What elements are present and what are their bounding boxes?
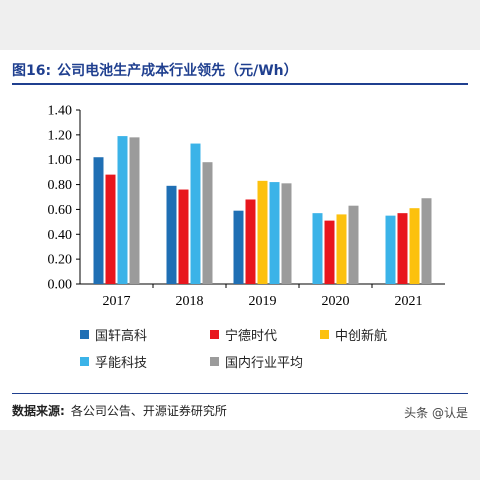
top-band (0, 0, 480, 50)
bar-2021-孚能科技 (385, 215, 396, 284)
bar-2017-宁德时代 (105, 174, 116, 284)
source-note: 数据来源: 各公司公告、开源证券研究所 (12, 402, 227, 419)
figure-panel: 图16: 公司电池生产成本行业领先（元/Wh） 0.00 0.20 0.40 0.60 0… (0, 50, 480, 430)
bar-2020-中创新航 (336, 214, 347, 284)
figure-title: 图16: 公司电池生产成本行业领先（元/Wh） (12, 60, 298, 80)
bar-2017-国轩高科 (93, 157, 104, 284)
legend-label: 宁德时代 (225, 329, 278, 344)
x-tick-label: 2021 (395, 294, 423, 309)
bar-2017-孚能科技 (117, 136, 128, 284)
bar-2017-国内行业平均 (129, 137, 140, 284)
y-tick-label: 1.20 (48, 128, 73, 143)
legend-label: 国轩高科 (95, 329, 148, 344)
legend-item: 宁德时代 (210, 325, 277, 344)
bar-2018-孚能科技 (190, 143, 201, 284)
legend-label: 中创新航 (335, 329, 388, 344)
legend-swatch (80, 357, 89, 366)
bar-2018-宁德时代 (178, 189, 189, 284)
x-tick-label: 2020 (322, 294, 350, 309)
bar-2020-国内行业平均 (348, 205, 359, 284)
legend-label: 国内行业平均 (225, 356, 304, 371)
title-rule (12, 83, 468, 85)
bar-2019-孚能科技 (269, 182, 280, 284)
bar-2019-国内行业平均 (281, 183, 292, 284)
bar-2021-宁德时代 (397, 213, 408, 284)
bar-2018-国内行业平均 (202, 162, 213, 284)
bar-2019-宁德时代 (245, 199, 256, 284)
x-tick-label: 2018 (176, 294, 204, 309)
bar-2020-孚能科技 (312, 213, 323, 284)
figure-number: 图16: (12, 63, 52, 79)
y-tick-label: 0.60 (48, 203, 73, 218)
legend-item: 中创新航 (320, 325, 387, 344)
legend-swatch (80, 330, 89, 339)
y-tick-label: 0.40 (48, 228, 73, 243)
bar-2019-中创新航 (257, 180, 268, 284)
bar-2020-宁德时代 (324, 220, 335, 284)
y-tick-label: 1.00 (48, 153, 73, 168)
source-rule (12, 393, 468, 394)
bar-2021-中创新航 (409, 208, 420, 284)
legend-item: 孚能科技 (80, 352, 147, 371)
legend-item: 国轩高科 (80, 325, 147, 344)
bar-2021-国内行业平均 (421, 198, 432, 284)
legend-swatch (320, 330, 329, 339)
legend-item: 国内行业平均 (210, 352, 303, 371)
bar-2018-国轩高科 (166, 185, 177, 284)
source-text: 各公司公告、开源证券研究所 (70, 404, 227, 418)
watermark: 头条 @认是 (404, 406, 468, 420)
x-tick-label: 2019 (249, 294, 277, 309)
legend-label: 孚能科技 (95, 356, 148, 371)
y-tick-label: 0.80 (48, 178, 73, 193)
bar-2019-国轩高科 (233, 210, 244, 284)
y-tick-label: 0.00 (48, 278, 73, 293)
source-label: 数据来源: (12, 404, 65, 418)
legend-swatch (210, 357, 219, 366)
y-tick-label: 0.20 (48, 253, 73, 268)
bar-chart: 0.00 0.20 0.40 0.60 0.80 1.00 1.20 1.40 2017 2018… (48, 104, 445, 309)
x-tick-label: 2017 (103, 294, 131, 309)
figure-title-text: 公司电池生产成本行业领先（元/Wh） (57, 63, 298, 79)
legend-swatch (210, 330, 219, 339)
bottom-band (0, 430, 480, 480)
y-tick-label: 1.40 (48, 104, 73, 119)
